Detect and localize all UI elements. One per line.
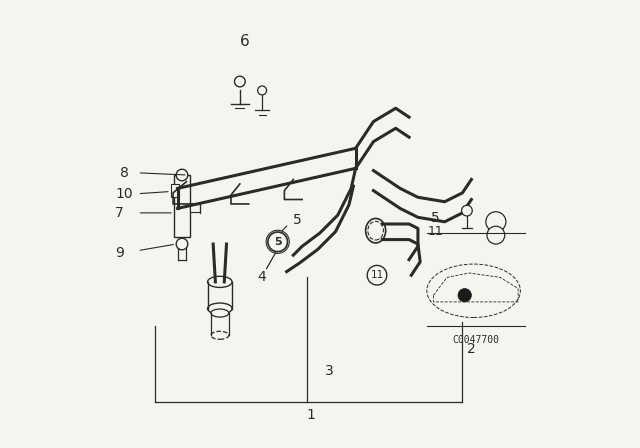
Circle shape [268,232,287,252]
Text: 2: 2 [467,342,476,356]
Bar [190,202,200,211]
Text: 10: 10 [115,187,133,201]
Ellipse shape [207,303,232,314]
Text: C0047700: C0047700 [452,335,499,345]
Text: 8: 8 [120,166,129,180]
Bar [174,175,190,237]
Ellipse shape [211,332,228,339]
Ellipse shape [368,221,383,240]
Ellipse shape [207,276,232,288]
Circle shape [234,76,245,87]
Ellipse shape [487,226,505,244]
Text: 5: 5 [431,211,440,225]
Text: 7: 7 [115,206,124,220]
Circle shape [458,289,472,302]
Text: 11: 11 [371,270,383,280]
Ellipse shape [365,219,386,243]
Bar [171,184,179,197]
Text: 3: 3 [324,364,333,378]
Text: 4: 4 [258,271,266,284]
Ellipse shape [211,309,228,317]
Circle shape [367,265,387,285]
Text: 11: 11 [428,225,444,238]
Circle shape [258,86,267,95]
Circle shape [176,238,188,250]
Text: 5: 5 [274,237,282,247]
Text: 9: 9 [115,246,124,260]
Circle shape [176,169,188,181]
Ellipse shape [427,264,520,318]
Ellipse shape [486,212,506,232]
Text: 5: 5 [293,212,302,227]
Text: 1: 1 [307,409,316,422]
Text: 6: 6 [239,34,249,49]
Circle shape [461,205,472,216]
